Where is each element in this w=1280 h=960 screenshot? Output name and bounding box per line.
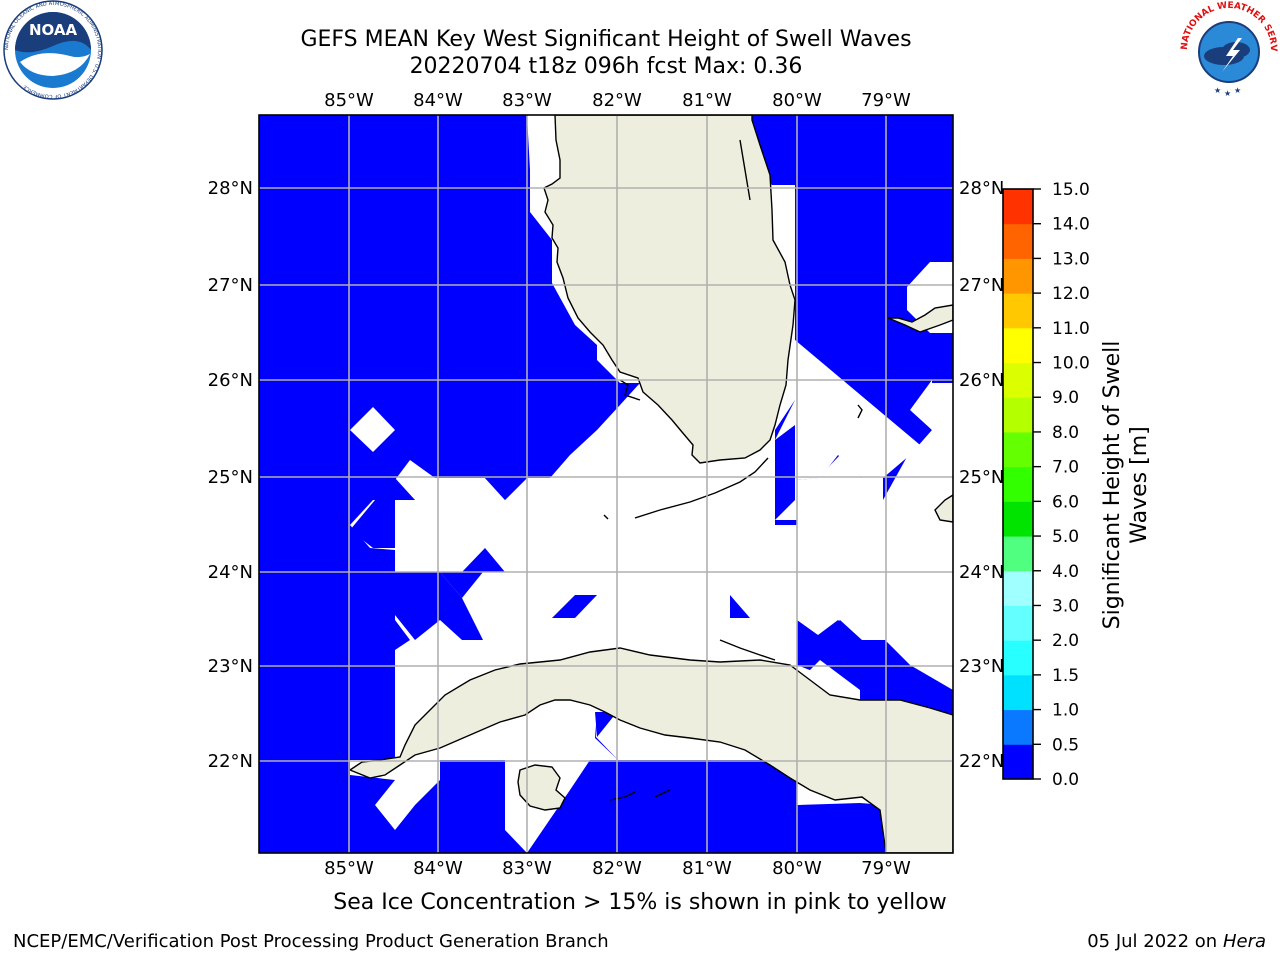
- colorbar-bin: [1003, 605, 1033, 641]
- lat-label-left: 26°N: [208, 370, 253, 391]
- colorbar-bin: [1003, 640, 1033, 676]
- footer-date: 05 Jul 2022 on Hera: [1087, 931, 1266, 952]
- colorbar-tick-label: 9.0: [1052, 388, 1079, 408]
- map-area: [259, 115, 953, 853]
- lat-label-right: 25°N: [959, 467, 1004, 488]
- colorbar-tick-label: 0.5: [1052, 735, 1079, 755]
- colorbar-bin: [1003, 709, 1033, 745]
- colorbar-bin: [1003, 501, 1033, 537]
- graticule: [259, 115, 953, 853]
- lon-label-top: 81°W: [682, 90, 732, 111]
- colorbar-tick-label: 13.0: [1052, 249, 1090, 269]
- land-andros: [887, 304, 953, 333]
- land-bahamas-bank: [934, 494, 953, 523]
- lon-label-bottom: 79°W: [861, 858, 911, 879]
- colorbar-bin: [1003, 258, 1033, 294]
- svg-text:★: ★: [1224, 89, 1231, 98]
- colorbar-bin: [1003, 536, 1033, 572]
- colorbar-tick-label: 11.0: [1052, 319, 1090, 339]
- lon-label-top: 83°W: [502, 90, 552, 111]
- land-isla-juventud: [517, 764, 566, 811]
- svg-text:★: ★: [1234, 86, 1241, 95]
- colorbar-tick-label: 1.5: [1052, 666, 1079, 686]
- lon-label-top: 82°W: [592, 90, 642, 111]
- lon-labels-bottom: 85°W 84°W 83°W 82°W 81°W 80°W 79°W: [324, 858, 911, 879]
- sea-ice-note: Sea Ice Concentration > 15% is shown in …: [333, 890, 947, 915]
- colorbar-tick-label: 1.0: [1052, 701, 1079, 721]
- lat-labels-right: 28°N 27°N 26°N 25°N 24°N 23°N 22°N: [959, 178, 1004, 772]
- colorbar-bin: [1003, 293, 1033, 329]
- land-florida: [543, 115, 796, 464]
- nws-logo: NATIONAL WEATHER SERVICE ★ ★ ★: [1178, 0, 1278, 99]
- colorbar-tick-label: 4.0: [1052, 562, 1079, 582]
- lon-label-top: 85°W: [324, 90, 374, 111]
- colorbar-bin: [1003, 674, 1033, 711]
- colorbar-tick-label: 5.0: [1052, 527, 1079, 547]
- swell-field-patches: [350, 425, 953, 737]
- lon-label-bottom: 85°W: [324, 858, 374, 879]
- lat-label-left: 27°N: [208, 275, 253, 296]
- lon-labels-top: 85°W 84°W 83°W 82°W 81°W 80°W 79°W: [324, 90, 911, 111]
- colorbar-bin: [1003, 570, 1033, 606]
- colorbar-tick-label: 3.0: [1052, 596, 1079, 616]
- map-frame: [258, 114, 954, 854]
- colorbar-tick-label: 10.0: [1052, 354, 1090, 374]
- lat-label-right: 26°N: [959, 370, 1004, 391]
- colorbar-tick-label: 6.0: [1052, 492, 1079, 512]
- lon-label-bottom: 84°W: [413, 858, 463, 879]
- lat-label-left: 28°N: [208, 178, 253, 199]
- coastline-details: [603, 139, 863, 801]
- noaa-logo-text: NOAA: [29, 21, 78, 39]
- lat-label-right: 23°N: [959, 656, 1004, 677]
- colorbar-bin: [1003, 327, 1033, 364]
- lat-label-left: 22°N: [208, 751, 253, 772]
- lon-label-bottom: 83°W: [502, 858, 552, 879]
- lat-label-left: 25°N: [208, 467, 253, 488]
- footer-host: Hera: [1222, 931, 1266, 952]
- colorbar-tick-label: 15.0: [1052, 180, 1090, 200]
- colorbar-bin: [1003, 744, 1033, 780]
- colorbar-tick-label: 7.0: [1052, 458, 1079, 478]
- colorbar-tick-label: 0.0: [1052, 770, 1079, 790]
- lon-label-top: 84°W: [413, 90, 463, 111]
- lon-label-top: 79°W: [861, 90, 911, 111]
- lat-label-right: 24°N: [959, 562, 1004, 583]
- colorbar-tick-label: 14.0: [1052, 215, 1090, 235]
- lat-label-right: 28°N: [959, 178, 1004, 199]
- colorbar-bin: [1003, 362, 1033, 398]
- colorbar-ticks: 0.0 0.5 1.0 1.5 2.0 3.0 4.0 5.0 6.0 7.0 8.0 9.0 10.0…: [1033, 180, 1090, 790]
- lat-label-left: 23°N: [208, 656, 253, 677]
- footer-branch: NCEP/EMC/Verification Post Processing Pr…: [13, 931, 609, 952]
- noaa-logo: NATIONAL OCEANIC AND ATMOSPHERIC ADMINIS…: [3, 0, 103, 100]
- lat-labels-left: 28°N 27°N 26°N 25°N 24°N 23°N 22°N: [208, 178, 253, 772]
- svg-text:★: ★: [1214, 86, 1221, 95]
- colorbar-tick-label: 12.0: [1052, 284, 1090, 304]
- colorbar-bin: [1003, 397, 1033, 433]
- colorbar-bin: [1003, 431, 1033, 468]
- chart-subtitle: 20220704 t18z 096h fcst Max: 0.36: [409, 54, 803, 79]
- colorbar-label: Significant Height of SwellWaves [m]: [1100, 341, 1152, 630]
- lon-label-bottom: 82°W: [592, 858, 642, 879]
- footer-date-text: 05 Jul 2022 on: [1087, 931, 1223, 952]
- lat-label-left: 24°N: [208, 562, 253, 583]
- chart-title: GEFS MEAN Key West Significant Height of…: [300, 27, 912, 52]
- lon-label-bottom: 81°W: [682, 858, 732, 879]
- colorbar-tick-label: 8.0: [1052, 423, 1079, 443]
- colorbar-bin: [1003, 223, 1033, 259]
- lon-label-bottom: 80°W: [772, 858, 822, 879]
- colorbar-bin: [1003, 189, 1033, 225]
- land-cuba: [348, 647, 953, 853]
- colorbar-bin: [1003, 466, 1033, 502]
- lon-label-top: 80°W: [772, 90, 822, 111]
- colorbar-tick-label: 2.0: [1052, 631, 1079, 651]
- lat-label-right: 22°N: [959, 751, 1004, 772]
- colorbar-frame: [1002, 188, 1034, 780]
- lat-label-right: 27°N: [959, 275, 1004, 296]
- colorbar: [1003, 189, 1033, 780]
